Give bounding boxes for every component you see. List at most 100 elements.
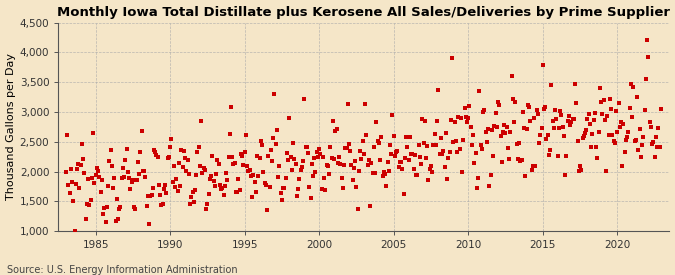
Point bbox=[527, 164, 538, 168]
Point bbox=[628, 85, 639, 89]
Point bbox=[215, 183, 225, 187]
Point bbox=[364, 204, 375, 209]
Point bbox=[547, 119, 558, 124]
Point bbox=[141, 204, 152, 208]
Point bbox=[410, 153, 421, 158]
Point bbox=[487, 128, 497, 132]
Point bbox=[524, 105, 535, 109]
Point bbox=[612, 130, 622, 135]
Point bbox=[578, 134, 589, 138]
Point bbox=[279, 185, 290, 190]
Point bbox=[248, 173, 259, 177]
Point bbox=[484, 184, 495, 188]
Point bbox=[357, 138, 368, 143]
Point bbox=[345, 148, 356, 153]
Point bbox=[379, 172, 390, 176]
Point bbox=[72, 167, 82, 171]
Point bbox=[249, 180, 260, 184]
Point bbox=[178, 149, 189, 153]
Point bbox=[232, 190, 242, 194]
Point bbox=[159, 187, 169, 192]
Point bbox=[549, 108, 560, 112]
Point bbox=[85, 197, 96, 202]
Point bbox=[562, 119, 573, 123]
Point bbox=[264, 185, 275, 189]
Point bbox=[211, 172, 221, 176]
Point bbox=[511, 142, 522, 146]
Point bbox=[596, 100, 607, 104]
Point bbox=[601, 169, 612, 173]
Point bbox=[522, 103, 533, 108]
Point bbox=[344, 142, 354, 147]
Point bbox=[533, 111, 543, 116]
Text: Source: U.S. Energy Information Administration: Source: U.S. Energy Information Administ… bbox=[7, 265, 238, 275]
Point bbox=[510, 99, 521, 104]
Point bbox=[485, 173, 496, 177]
Point bbox=[228, 162, 239, 167]
Point bbox=[503, 146, 514, 150]
Point bbox=[434, 152, 445, 156]
Point bbox=[554, 126, 564, 131]
Point bbox=[416, 162, 427, 166]
Point bbox=[531, 108, 542, 112]
Point bbox=[453, 114, 464, 119]
Point bbox=[634, 126, 645, 131]
Point bbox=[103, 183, 113, 188]
Point bbox=[110, 219, 121, 224]
Point bbox=[169, 185, 180, 189]
Point bbox=[465, 125, 476, 129]
Point bbox=[286, 168, 297, 173]
Point bbox=[148, 148, 159, 152]
Point bbox=[435, 136, 446, 141]
Point bbox=[371, 120, 382, 124]
Point bbox=[616, 120, 626, 125]
Point bbox=[454, 147, 465, 151]
Point bbox=[401, 135, 412, 139]
Point bbox=[630, 138, 641, 142]
Point bbox=[647, 142, 657, 146]
Point bbox=[363, 158, 374, 163]
Point bbox=[314, 147, 325, 151]
Point bbox=[233, 177, 244, 182]
Point bbox=[348, 166, 359, 170]
Point bbox=[130, 207, 141, 211]
Point bbox=[491, 125, 502, 129]
Point bbox=[203, 191, 214, 196]
Point bbox=[480, 130, 491, 134]
Point bbox=[571, 101, 582, 105]
Point bbox=[509, 120, 520, 124]
Point bbox=[437, 152, 448, 156]
Point bbox=[469, 161, 480, 165]
Point bbox=[97, 178, 107, 182]
Point bbox=[317, 187, 327, 191]
Point bbox=[427, 170, 437, 174]
Point bbox=[603, 133, 614, 137]
Point bbox=[317, 155, 328, 159]
Point bbox=[354, 169, 364, 174]
Point bbox=[472, 185, 483, 190]
Point bbox=[478, 110, 489, 114]
Point bbox=[230, 161, 240, 165]
Point bbox=[487, 153, 498, 158]
Point bbox=[641, 76, 651, 81]
Point bbox=[244, 167, 255, 172]
Point bbox=[76, 142, 87, 146]
Point bbox=[472, 176, 483, 180]
Point bbox=[421, 155, 431, 160]
Point bbox=[580, 130, 591, 135]
Point bbox=[277, 198, 288, 202]
Point bbox=[389, 154, 400, 159]
Point bbox=[61, 133, 72, 137]
Point bbox=[607, 133, 618, 138]
Point bbox=[441, 177, 452, 181]
Point bbox=[225, 105, 236, 109]
Point bbox=[529, 116, 539, 120]
Point bbox=[376, 135, 387, 139]
Point bbox=[412, 173, 423, 177]
Point bbox=[339, 162, 350, 167]
Point bbox=[394, 159, 405, 164]
Point bbox=[313, 155, 323, 160]
Point bbox=[394, 165, 404, 169]
Point bbox=[301, 145, 312, 150]
Point bbox=[545, 148, 556, 152]
